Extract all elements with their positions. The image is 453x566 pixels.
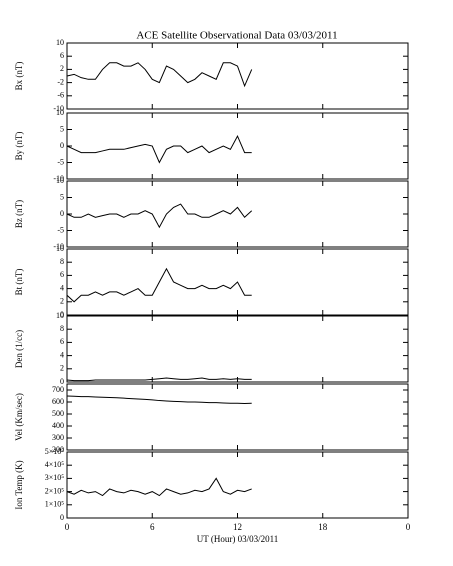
y-axis-label: Bx (nT): [14, 62, 24, 91]
y-tick-label: 10: [56, 176, 64, 185]
y-tick-label: 1×10⁵: [45, 500, 65, 509]
y-tick-label: 2: [60, 297, 64, 306]
y-tick-label: 4: [60, 283, 64, 292]
y-tick-label: 8: [60, 324, 64, 333]
y-tick-label: 500: [52, 409, 64, 418]
y-tick-label: 4: [60, 350, 64, 359]
y-tick-label: 6: [60, 51, 64, 60]
y-tick-label: 0: [60, 209, 64, 218]
x-tick-label: 0: [406, 522, 411, 532]
x-tick-label: 18: [318, 522, 328, 532]
y-tick-label: -10: [53, 104, 64, 113]
y-tick-label: 0: [60, 377, 64, 386]
y-tick-label: 600: [52, 397, 64, 406]
y-tick-label: 3×10⁵: [45, 473, 65, 482]
y-tick-label: 10: [56, 108, 64, 117]
y-tick-label: -10: [53, 174, 64, 183]
x-tick-label: 0: [65, 522, 70, 532]
y-tick-label: 2: [60, 364, 64, 373]
y-tick-label: 0: [60, 310, 64, 319]
y-tick-label: -5: [57, 225, 64, 234]
data-line: [66, 267, 252, 303]
y-tick-label: -5: [57, 157, 64, 166]
data-line: [66, 477, 252, 497]
data-line: [66, 395, 252, 404]
y-tick-label: 10: [56, 38, 64, 47]
y-axis-label: Bt (nT): [14, 269, 24, 296]
x-axis-label: UT (Hour) 03/03/2011: [197, 534, 279, 544]
y-tick-label: 6: [60, 270, 64, 279]
y-axis-label: Bz (nT): [14, 200, 24, 228]
y-tick-label: 8: [60, 257, 64, 266]
y-tick-label: 2×10⁵: [45, 486, 65, 495]
y-tick-label: 5×10⁵: [45, 447, 65, 456]
data-line: [66, 62, 253, 88]
data-line: [66, 377, 252, 382]
x-tick-label: 6: [150, 522, 155, 532]
y-tick-label: 5: [60, 124, 64, 133]
y-tick-label: 0: [60, 513, 64, 522]
data-line: [66, 134, 252, 164]
y-tick-label: -2: [57, 77, 64, 86]
y-axis-label: Den (1/cc): [14, 330, 24, 368]
y-tick-label: -6: [57, 91, 64, 100]
y-tick-label: 0: [60, 141, 64, 150]
y-axis-label: Vel (Km/sec): [14, 393, 24, 441]
y-tick-label: 200: [52, 445, 64, 454]
y-axis-label: Ion Temp (K): [14, 460, 24, 509]
y-tick-label: 400: [52, 421, 64, 430]
y-axis-label: By (nT): [14, 132, 24, 161]
y-tick-label: 10: [56, 311, 64, 320]
y-tick-label: 6: [60, 337, 64, 346]
y-tick-label: 4×10⁵: [45, 460, 65, 469]
y-tick-label: 10: [56, 244, 64, 253]
y-tick-label: 300: [52, 433, 64, 442]
y-tick-label: 2: [60, 64, 64, 73]
chart-title: ACE Satellite Observational Data 03/03/2…: [136, 30, 337, 42]
y-tick-label: -10: [53, 242, 64, 251]
y-tick-label: 700: [52, 385, 64, 394]
x-tick-label: 12: [233, 522, 242, 532]
data-line: [66, 203, 253, 229]
y-tick-label: 5: [60, 192, 64, 201]
